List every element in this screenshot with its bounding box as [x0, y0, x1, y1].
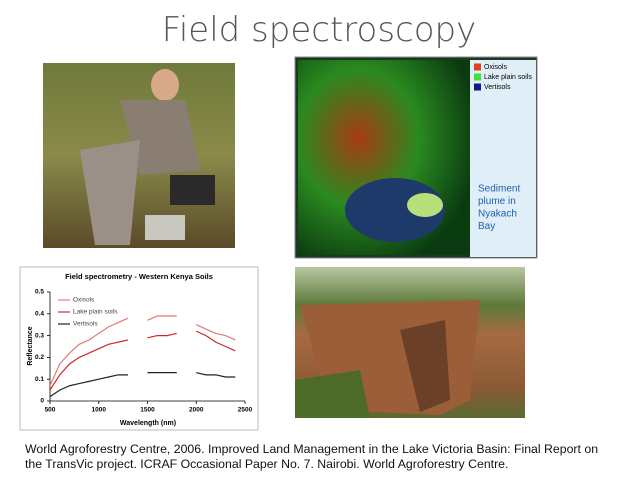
soil-map	[294, 56, 538, 259]
annotation-line: Sediment	[478, 184, 520, 195]
x-tick-label: 2000	[189, 407, 204, 414]
annotation-line: plume in	[478, 196, 516, 207]
slide-title: Field spectroscopy	[161, 10, 477, 50]
plot: 0 0.1 0.2 0.3 0.4 0.5 500 1000 1500 2000 2500 Oxiso…	[35, 289, 253, 414]
map-legend: Oxisols Lake plain soils Vertisols	[474, 63, 532, 91]
photo-gully	[295, 267, 525, 418]
legend-swatch	[474, 73, 481, 81]
y-tick-label: 0	[40, 398, 44, 405]
x-tick-label: 1000	[92, 407, 107, 414]
legend-label: Vertisols	[73, 321, 98, 328]
legend-label: Oxisols	[484, 64, 507, 71]
citation: World Agroforestry Centre, 2006. Improve…	[25, 442, 599, 471]
x-tick-label: 2500	[238, 407, 253, 414]
y-tick-label: 0.5	[35, 289, 44, 296]
x-tick-label: 500	[45, 407, 56, 414]
x-tick-label: 1500	[140, 407, 155, 414]
y-tick-label: 0.2	[35, 354, 44, 361]
y-axis-label: Reflectance	[27, 326, 34, 365]
x-axis-label: Wavelength (nm)	[120, 420, 176, 427]
annotation-line: Bay	[478, 221, 495, 232]
legend-label: Lake plain soils	[73, 309, 118, 316]
chart-frame	[19, 266, 259, 431]
photo-scientist	[43, 63, 235, 248]
slide-art: Oxisols Lake plain soils Vertisols Sedimen…	[19, 56, 538, 431]
legend-label: Lake plain soils	[484, 74, 532, 81]
legend-label: Vertisols	[484, 84, 511, 91]
y-tick-label: 0.4	[35, 311, 44, 318]
series-line	[49, 330, 236, 391]
legend-label: Oxisols	[73, 297, 95, 304]
y-tick-label: 0.3	[35, 332, 44, 339]
y-tick-label: 0.1	[35, 376, 44, 383]
annotation-line: Nyakach	[478, 209, 517, 220]
series-line	[49, 315, 236, 386]
legend-swatch	[474, 63, 481, 71]
legend-swatch	[474, 83, 481, 91]
series-line	[49, 372, 236, 398]
chart-title: Field spectrometry - Western Kenya Soils	[65, 272, 213, 281]
